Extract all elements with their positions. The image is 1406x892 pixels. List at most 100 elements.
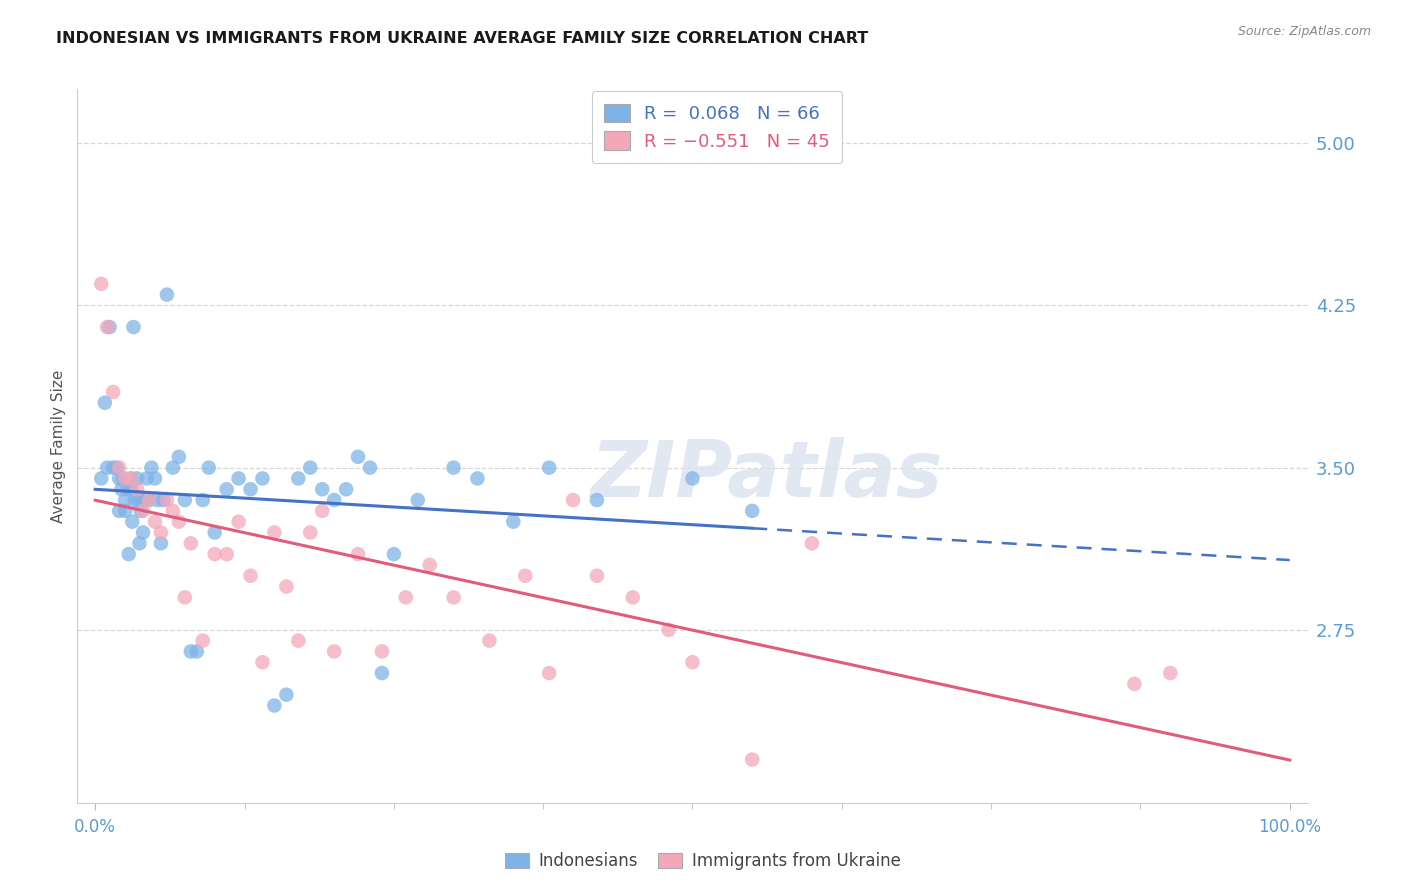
Point	[467, 471, 489, 485]
Point	[419, 558, 441, 572]
Point	[800, 536, 823, 550]
Point	[204, 525, 226, 540]
Point	[94, 396, 117, 410]
Point	[215, 482, 238, 496]
Point	[215, 547, 238, 561]
Point	[114, 471, 136, 485]
Point	[108, 504, 131, 518]
Point	[101, 384, 124, 399]
Point	[120, 471, 142, 485]
Point	[105, 460, 128, 475]
Point	[204, 547, 226, 561]
Point	[538, 666, 561, 681]
Point	[180, 536, 202, 550]
Point	[371, 666, 394, 681]
Point	[149, 536, 172, 550]
Point	[311, 482, 333, 496]
Point	[141, 460, 163, 475]
Point	[120, 471, 142, 485]
Point	[502, 515, 524, 529]
Point	[167, 515, 190, 529]
Point	[162, 460, 184, 475]
Point	[129, 504, 152, 518]
Point	[263, 698, 285, 713]
Point	[741, 753, 763, 767]
Point	[132, 525, 155, 540]
Point	[323, 493, 346, 508]
Point	[191, 633, 214, 648]
Point	[443, 460, 465, 475]
Point	[128, 536, 150, 550]
Point	[110, 482, 132, 496]
Point	[287, 633, 309, 648]
Point	[108, 471, 131, 485]
Point	[252, 655, 274, 669]
Point	[682, 655, 704, 669]
Point	[311, 504, 333, 518]
Point	[658, 623, 681, 637]
Point	[149, 525, 172, 540]
Point	[186, 644, 208, 658]
Point	[276, 688, 298, 702]
Point	[127, 493, 149, 508]
Point	[90, 277, 112, 291]
Point	[122, 320, 145, 334]
Point	[741, 504, 763, 518]
Point	[162, 504, 184, 518]
Point	[118, 547, 141, 561]
Point	[299, 525, 322, 540]
Legend: R =  0.068   N = 66, R = −0.551   N = 45: R = 0.068 N = 66, R = −0.551 N = 45	[592, 91, 842, 163]
Point	[134, 493, 156, 508]
Legend: Indonesians, Immigrants from Ukraine: Indonesians, Immigrants from Ukraine	[499, 846, 907, 877]
Y-axis label: Average Family Size: Average Family Size	[51, 369, 66, 523]
Point	[167, 450, 190, 464]
Point	[252, 471, 274, 485]
Point	[152, 493, 174, 508]
Point	[359, 460, 381, 475]
Point	[108, 460, 131, 475]
Point	[146, 493, 169, 508]
Point	[114, 493, 136, 508]
Point	[143, 471, 166, 485]
Point	[239, 568, 262, 582]
Point	[299, 460, 322, 475]
Point	[191, 493, 214, 508]
Point	[323, 644, 346, 658]
Point	[101, 460, 124, 475]
Point	[173, 493, 195, 508]
Point	[143, 515, 166, 529]
Point	[263, 525, 285, 540]
Point	[538, 460, 561, 475]
Point	[180, 644, 202, 658]
Point	[117, 482, 139, 496]
Point	[90, 471, 112, 485]
Point	[347, 450, 370, 464]
Point	[228, 471, 250, 485]
Point	[135, 471, 157, 485]
Point	[276, 580, 298, 594]
Point	[124, 493, 146, 508]
Point	[287, 471, 309, 485]
Point	[125, 471, 148, 485]
Point	[121, 515, 143, 529]
Point	[443, 591, 465, 605]
Point	[515, 568, 537, 582]
Point	[138, 493, 160, 508]
Point	[120, 482, 142, 496]
Point	[156, 287, 179, 301]
Point	[197, 460, 219, 475]
Point	[406, 493, 429, 508]
Point	[125, 482, 148, 496]
Point	[131, 493, 153, 508]
Point	[138, 493, 160, 508]
Text: INDONESIAN VS IMMIGRANTS FROM UKRAINE AVERAGE FAMILY SIZE CORRELATION CHART: INDONESIAN VS IMMIGRANTS FROM UKRAINE AV…	[56, 31, 869, 46]
Point	[111, 471, 134, 485]
Point	[156, 493, 179, 508]
Point	[621, 591, 644, 605]
Point	[239, 482, 262, 496]
Point	[382, 547, 405, 561]
Point	[335, 482, 357, 496]
Point	[347, 547, 370, 561]
Point	[586, 493, 609, 508]
Text: ZIPatlas: ZIPatlas	[591, 436, 942, 513]
